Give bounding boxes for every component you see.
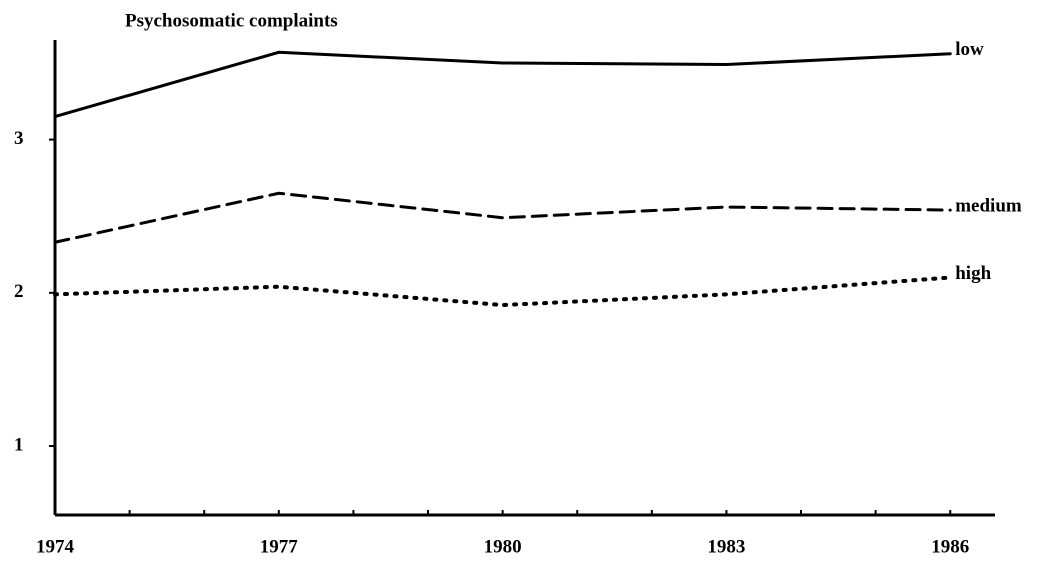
x-tick-label: 1977 <box>260 536 299 557</box>
series-label: medium <box>955 195 1022 216</box>
y-tick-label: 3 <box>14 128 24 149</box>
x-tick-label: 1986 <box>931 536 969 557</box>
x-tick-label: 1974 <box>36 536 75 557</box>
y-tick-label: 1 <box>14 434 24 455</box>
y-tick-label: 2 <box>14 281 24 302</box>
series-line <box>53 275 953 308</box>
x-tick-label: 1980 <box>484 536 522 557</box>
series-label: low <box>955 39 984 60</box>
series-line <box>53 50 952 119</box>
series-line <box>53 191 952 244</box>
x-tick-label: 1983 <box>707 536 745 557</box>
chart-title: Psychosomatic complaints <box>125 10 338 31</box>
series-label: high <box>955 263 991 284</box>
